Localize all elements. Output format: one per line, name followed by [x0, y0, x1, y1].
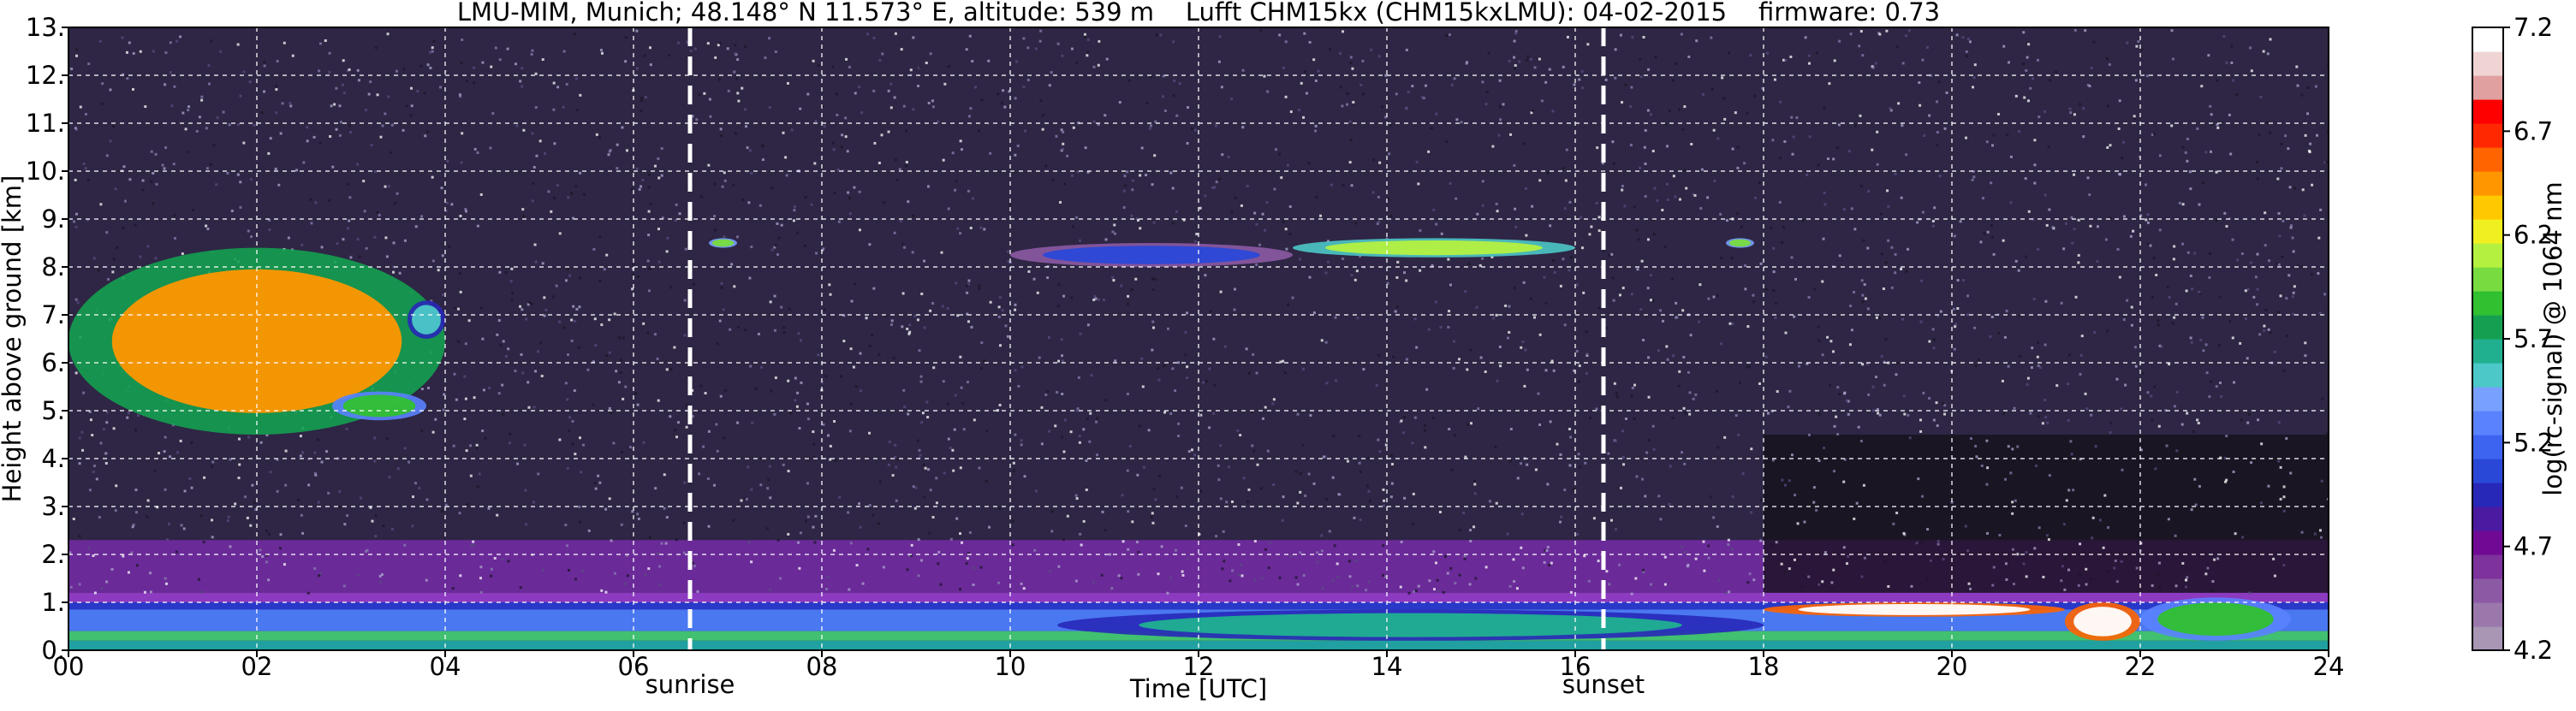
x-tick-label: 16 — [1560, 652, 1591, 681]
y-tick-label: 2. — [41, 540, 65, 569]
night-noise-region — [1764, 435, 2329, 593]
x-tick-label: 24 — [2313, 652, 2345, 681]
x-tick-label: 22 — [2125, 652, 2157, 681]
x-axis: 00 02 04 06 08 10 12 14 16 18 20 22 24 — [53, 650, 2345, 681]
cirrus — [111, 269, 402, 413]
low-cloud — [1798, 603, 2031, 615]
x-tick-label: 00 — [53, 652, 85, 681]
y-tick-label: 12. — [26, 61, 65, 90]
x-tick-label: 10 — [995, 652, 1026, 681]
colorbar-label: log(rc-signal) @ 1064 nm — [2538, 181, 2567, 495]
x-tick-label: 02 — [241, 652, 273, 681]
aerosol-layer — [2157, 602, 2274, 636]
x-axis-label: Time [UTC] — [1129, 674, 1267, 703]
colorbar-segment — [2472, 123, 2503, 148]
y-tick-label: 9. — [41, 204, 65, 234]
x-tick-label: 04 — [430, 652, 461, 681]
y-tick-label: 13. — [26, 13, 65, 42]
x-tick-label: 18 — [1748, 652, 1780, 681]
cirrus — [1325, 240, 1543, 256]
y-tick-label: 8. — [41, 252, 65, 281]
sunset-label: sunset — [1562, 670, 1645, 699]
signal-noise — [68, 28, 2329, 595]
colorbar-tick-label: 5.2 — [2514, 428, 2553, 457]
cirrus — [1728, 239, 1752, 247]
colorbar-segment — [2472, 51, 2503, 76]
colorbar-segment — [2472, 243, 2503, 268]
y-tick-label: 10. — [26, 157, 65, 186]
colorbar-segment — [2472, 27, 2503, 52]
colorbar-tick-label: 6.7 — [2514, 116, 2553, 145]
colorbar-tick-label: 6.2 — [2514, 221, 2553, 250]
x-tick-label: 06 — [618, 652, 650, 681]
y-tick-label: 5. — [41, 396, 65, 425]
colorbar-segment — [2472, 387, 2503, 412]
x-tick-label: 20 — [1936, 652, 1968, 681]
colorbar-tick-label: 4.7 — [2514, 532, 2553, 561]
y-tick-label: 1. — [41, 588, 65, 617]
colorbar-segment — [2472, 602, 2503, 627]
signal-band — [68, 602, 2329, 610]
y-tick-label: 11. — [26, 109, 65, 138]
day-markers: sunrise sunset — [645, 27, 1645, 699]
colorbar-segment — [2472, 411, 2503, 435]
cirrus — [1043, 246, 1260, 264]
colorbar-tick-label: 5.7 — [2514, 324, 2553, 353]
colorbar-segment — [2472, 267, 2503, 292]
y-axis: 0. 1. 2. 3. 4. 5. 6. 7. 8. 9. 10. 11. 12. 13. — [26, 13, 68, 665]
colorbar-segment — [2472, 435, 2503, 459]
y-tick-label: 7. — [41, 300, 65, 329]
colorbar-tick-label: 7.2 — [2514, 13, 2553, 42]
x-tick-label: 14 — [1371, 652, 1403, 681]
colorbar-segment — [2472, 99, 2503, 124]
low-cloud — [2073, 607, 2132, 637]
colorbar-segment — [2472, 626, 2503, 651]
sunrise-label: sunrise — [645, 670, 735, 699]
x-tick-label: 08 — [806, 652, 838, 681]
x-tick-label: 12 — [1183, 652, 1215, 681]
colorbar-tick-label: 4.2 — [2514, 636, 2553, 665]
colorbar-segment — [2472, 578, 2503, 603]
colorbar-segment — [2472, 459, 2503, 483]
colorbar-segment — [2472, 554, 2503, 579]
colorbar-segment — [2472, 171, 2503, 196]
colorbar-segment — [2472, 219, 2503, 244]
colorbar-segment — [2472, 195, 2503, 220]
y-tick-label: 3. — [41, 492, 65, 521]
y-tick-label: 0. — [41, 636, 65, 665]
colorbar-segment — [2472, 147, 2503, 172]
colorbar-segment — [2472, 339, 2503, 364]
colorbar-segment — [2472, 315, 2503, 340]
cirrus — [342, 394, 416, 418]
colorbar-segment — [2472, 483, 2503, 507]
signal-band — [68, 592, 2329, 602]
colorbar-segment — [2472, 75, 2503, 100]
colorbar-segment — [2472, 291, 2503, 316]
y-tick-label: 6. — [41, 348, 65, 377]
colorbar: 4.2 4.7 5.2 5.7 6.2 6.7 7.2 — [2472, 13, 2553, 665]
cloud-features — [68, 238, 2291, 641]
y-axis-label: Height above ground [km] — [0, 175, 27, 503]
colorbar-segment — [2472, 363, 2503, 388]
chart-title: LMU-MIM, Munich; 48.148° N 11.573° E, al… — [457, 0, 1940, 27]
cirrus — [711, 239, 735, 247]
aerosol-layer — [1139, 613, 1682, 637]
y-tick-label: 4. — [41, 444, 65, 473]
cirrus — [412, 305, 441, 335]
colorbar-segment — [2472, 507, 2503, 531]
colorbar-segment — [2472, 530, 2503, 555]
